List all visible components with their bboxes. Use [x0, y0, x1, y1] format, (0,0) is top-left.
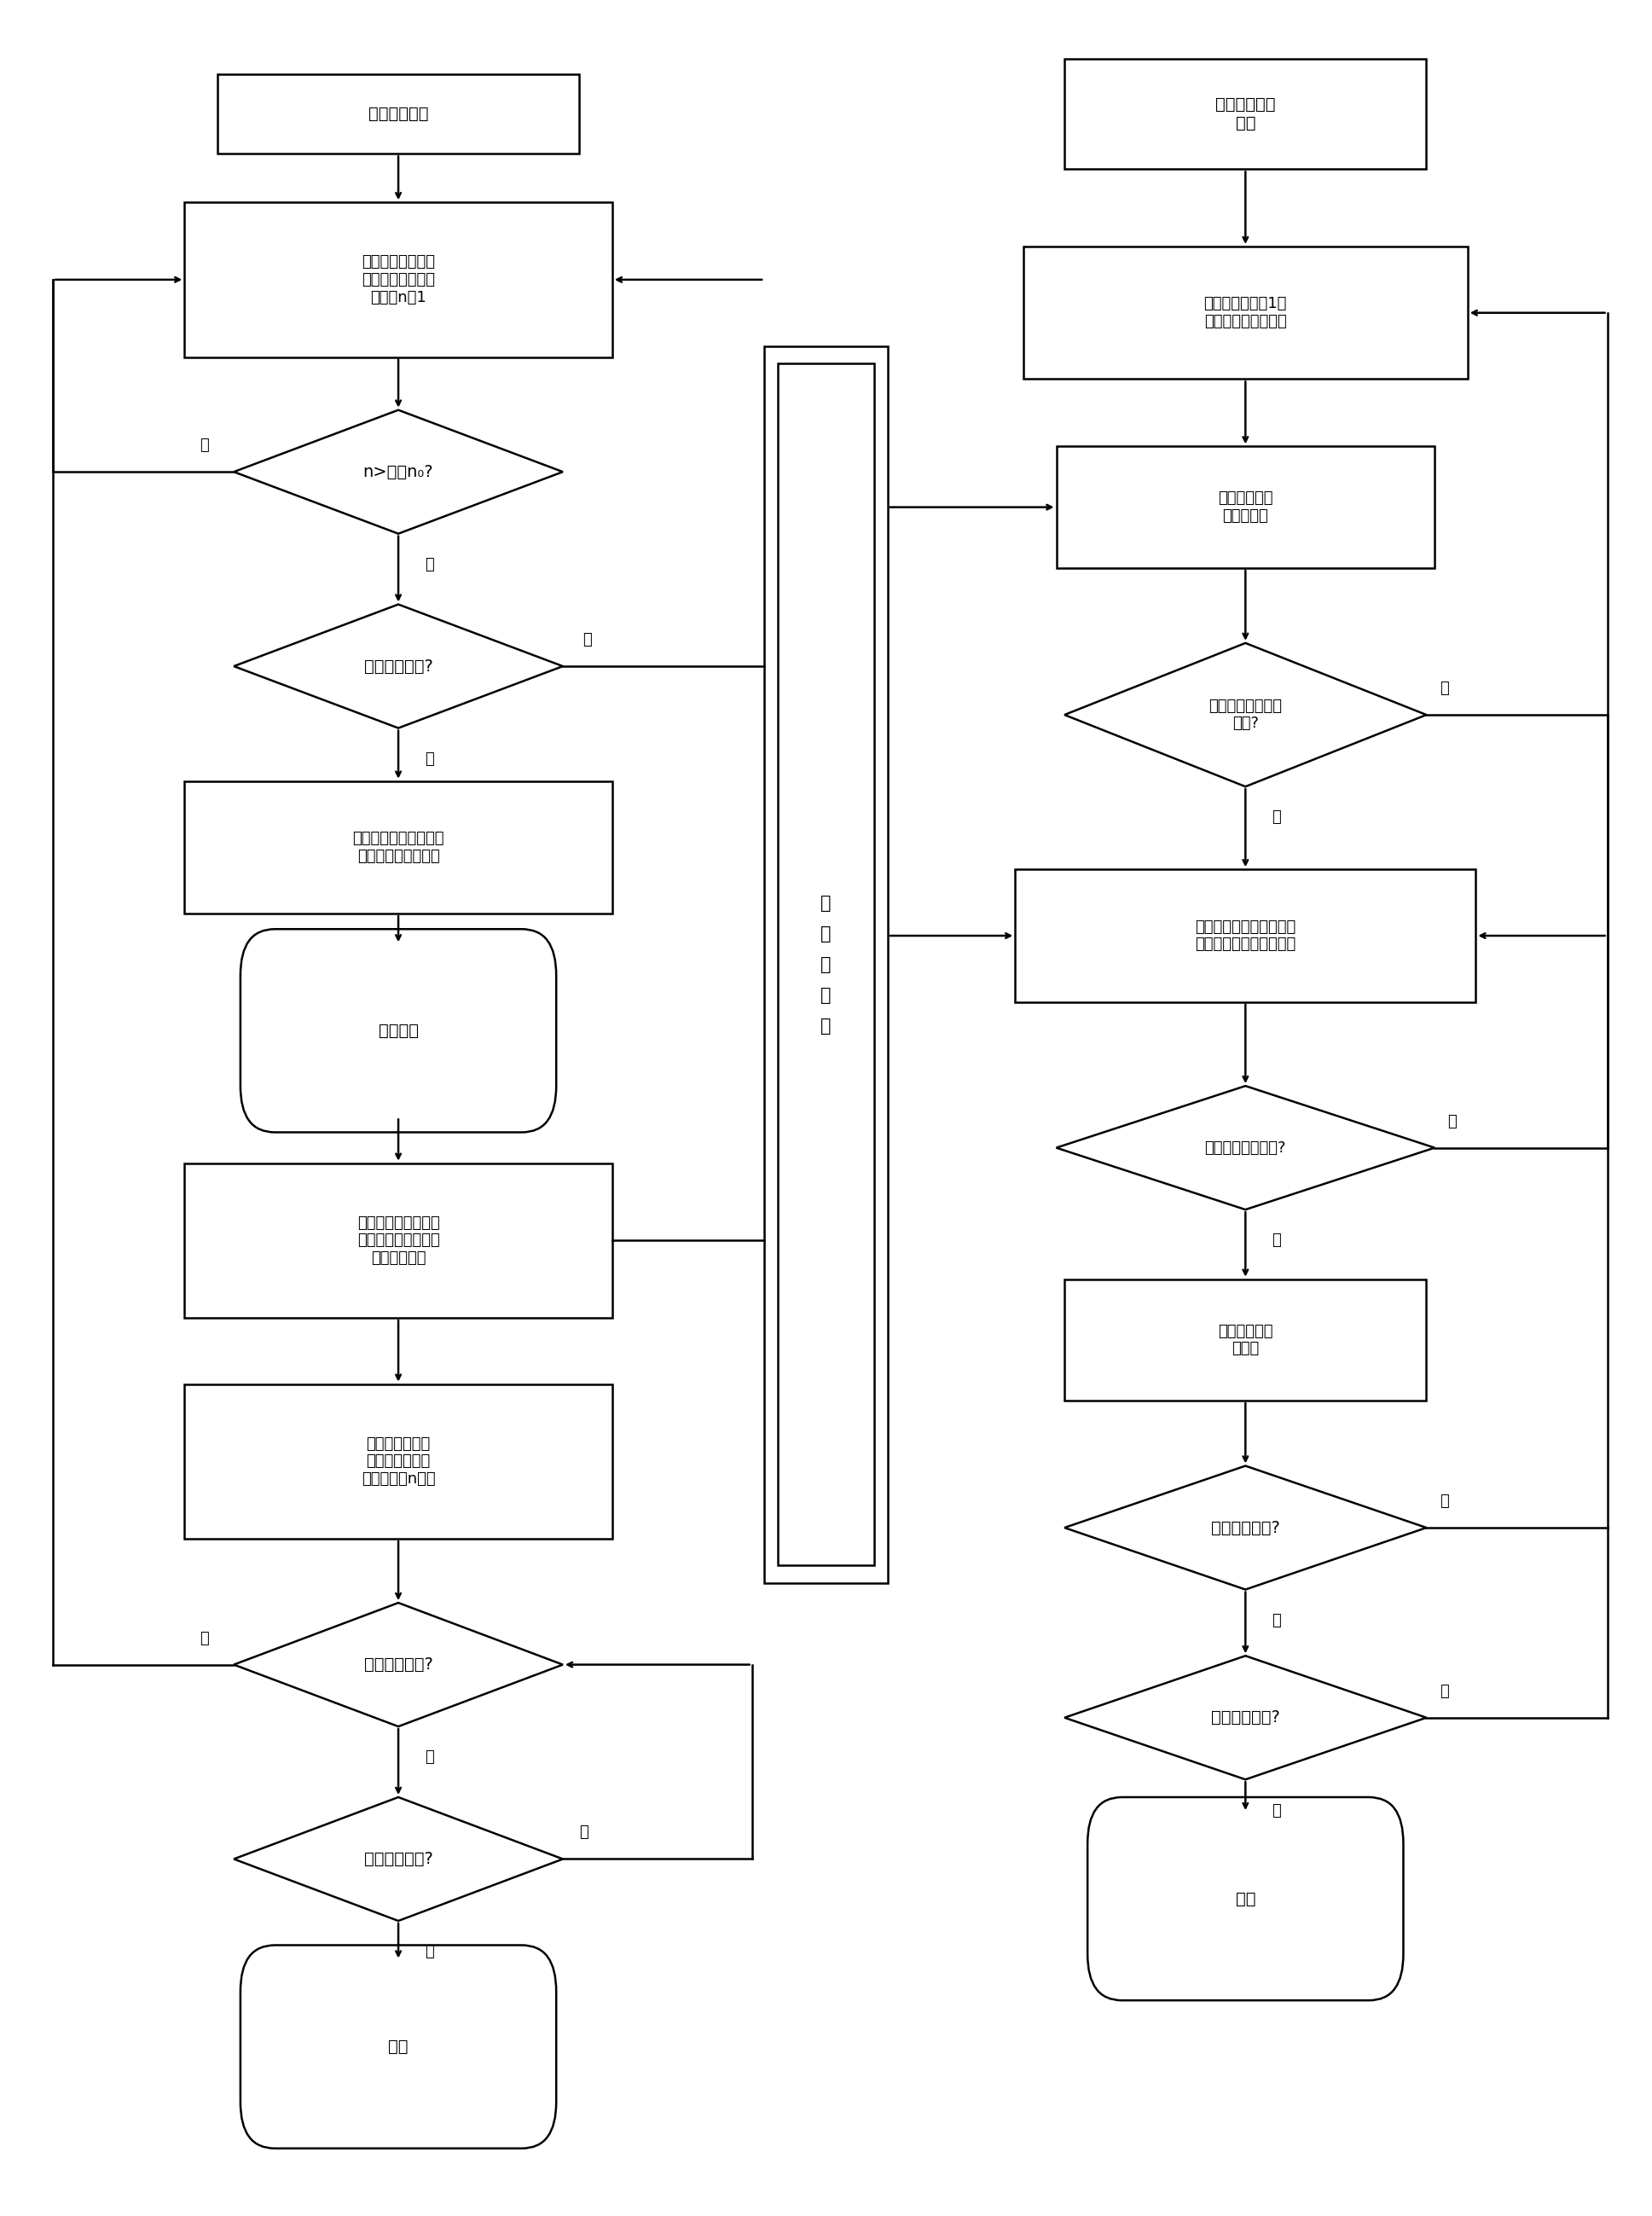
Text: 收到退出命令?: 收到退出命令? — [1211, 1709, 1280, 1726]
Text: 是: 是 — [425, 1943, 434, 1959]
Text: 否: 否 — [583, 632, 591, 647]
FancyBboxPatch shape — [1023, 246, 1467, 379]
Polygon shape — [235, 605, 563, 729]
Text: 模型计算: 模型计算 — [378, 1022, 418, 1039]
Polygon shape — [235, 410, 563, 534]
FancyBboxPatch shape — [185, 1163, 613, 1319]
FancyBboxPatch shape — [1016, 869, 1475, 1002]
Text: 否: 否 — [1272, 1613, 1280, 1629]
Text: 是: 是 — [1439, 1494, 1449, 1509]
FancyBboxPatch shape — [241, 1946, 557, 2147]
FancyBboxPatch shape — [1064, 60, 1426, 168]
FancyBboxPatch shape — [185, 780, 613, 913]
FancyBboxPatch shape — [765, 346, 887, 1582]
Text: 数据更新标志是否
有效?: 数据更新标志是否 有效? — [1209, 698, 1282, 731]
Text: 通知数据发送线
程可推进至下一
步，计数器n清零: 通知数据发送线 程可推进至下一 步，计数器n清零 — [362, 1436, 434, 1487]
Text: 检查接收区数据更
新标志是否有效，
计数器n加1: 检查接收区数据更 新标志是否有效， 计数器n加1 — [362, 255, 434, 306]
Text: 数据是否更新?: 数据是否更新? — [363, 658, 433, 674]
Text: 是: 是 — [200, 437, 210, 452]
Text: 否: 否 — [1439, 680, 1449, 696]
Text: 将计算结果写入数据
发送区并将数据更新
标志置为有效: 将计算结果写入数据 发送区并将数据更新 标志置为有效 — [357, 1214, 439, 1265]
Text: 结束: 结束 — [1236, 1890, 1256, 1908]
Text: 开启工作线程: 开启工作线程 — [368, 106, 428, 122]
Text: 否: 否 — [425, 556, 434, 572]
FancyBboxPatch shape — [1056, 445, 1434, 567]
FancyBboxPatch shape — [1064, 1279, 1426, 1401]
Text: 工作线程允许推进?: 工作线程允许推进? — [1204, 1139, 1287, 1155]
FancyBboxPatch shape — [1087, 1797, 1403, 2001]
Text: 收到推进允许?: 收到推进允许? — [363, 1658, 433, 1673]
FancyBboxPatch shape — [218, 75, 580, 153]
Text: n>阈值n₀?: n>阈值n₀? — [363, 463, 433, 481]
Polygon shape — [1064, 643, 1426, 787]
Text: 否: 否 — [1439, 1684, 1449, 1700]
Text: 否: 否 — [580, 1824, 588, 1839]
Text: 收到推进允许?: 收到推进允许? — [1211, 1520, 1280, 1536]
FancyBboxPatch shape — [185, 1385, 613, 1538]
Text: 是: 是 — [1272, 1804, 1280, 1817]
Polygon shape — [1056, 1086, 1434, 1210]
Text: 是: 是 — [1272, 1232, 1280, 1248]
Text: 结束: 结束 — [388, 2039, 408, 2054]
FancyBboxPatch shape — [185, 202, 613, 357]
Text: 是: 是 — [200, 1631, 210, 1646]
Polygon shape — [235, 1602, 563, 1726]
Text: 否: 否 — [1447, 1115, 1457, 1128]
FancyBboxPatch shape — [778, 363, 874, 1564]
Polygon shape — [1064, 1655, 1426, 1779]
Text: 是: 是 — [425, 751, 434, 767]
Text: 将数据打包发送并将发送
区数据更新标志置为无效: 将数据打包发送并将发送 区数据更新标志置为无效 — [1194, 920, 1295, 953]
FancyBboxPatch shape — [241, 929, 557, 1132]
Text: 是: 是 — [1272, 809, 1280, 824]
Polygon shape — [1064, 1465, 1426, 1589]
Text: 读取数据并将接收区数
据更新标志置为无效: 读取数据并将接收区数 据更新标志置为无效 — [352, 831, 444, 864]
Text: 共
享
内
存
区: 共 享 内 存 区 — [821, 895, 831, 1035]
Text: 否: 否 — [425, 1751, 434, 1766]
Text: 开启数据发送
线程: 开启数据发送 线程 — [1216, 98, 1275, 131]
Text: 读取发送区数
据更新标志: 读取发送区数 据更新标志 — [1218, 490, 1274, 523]
Text: 收到退出命令?: 收到退出命令? — [363, 1850, 433, 1868]
Text: 向控制线程申
请推进: 向控制线程申 请推进 — [1218, 1323, 1274, 1356]
Polygon shape — [235, 1797, 563, 1921]
Text: 本地逻辑时间加1并
向控制节点报告状态: 本地逻辑时间加1并 向控制节点报告状态 — [1204, 297, 1287, 330]
